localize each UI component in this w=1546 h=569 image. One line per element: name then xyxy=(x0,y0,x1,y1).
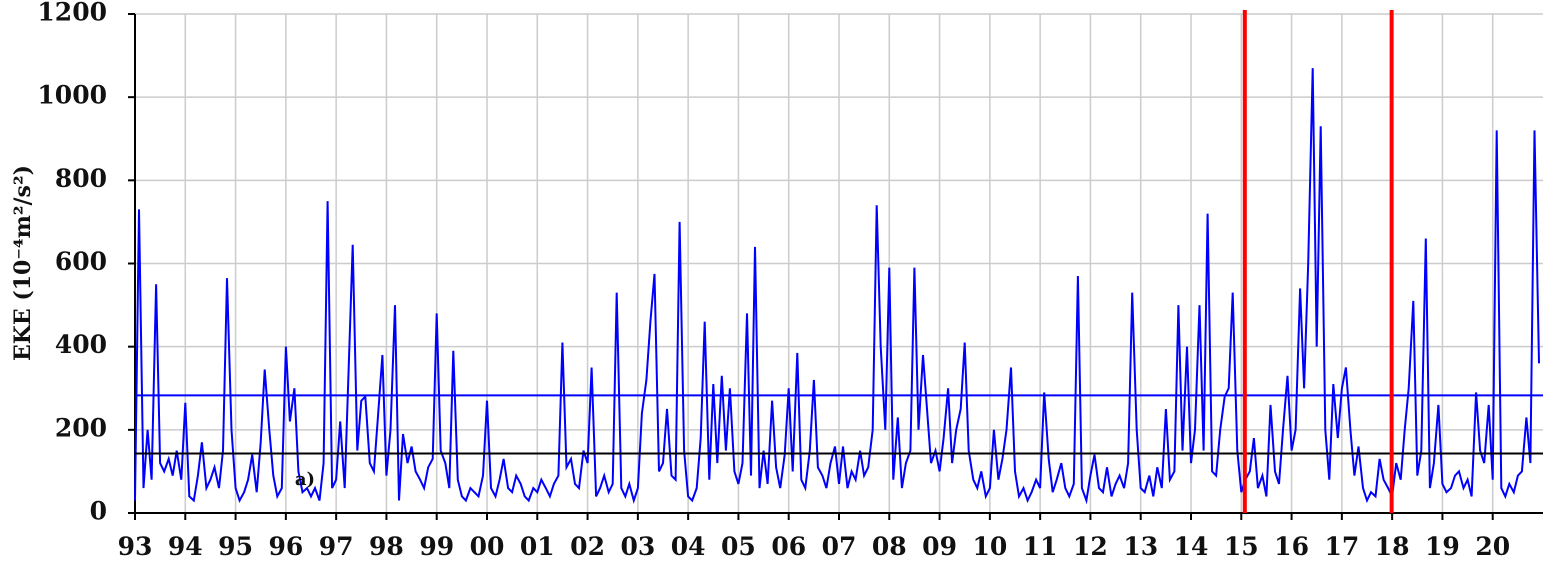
x-tick-label: 01 xyxy=(520,532,555,561)
x-tick-label: 15 xyxy=(1224,532,1259,561)
y-tick-label: 200 xyxy=(55,413,107,442)
x-tick-label: 99 xyxy=(419,532,454,561)
annotation: a) xyxy=(295,469,315,490)
y-tick-label: 800 xyxy=(55,164,107,193)
x-tick-label: 04 xyxy=(671,532,706,561)
x-tick-label: 11 xyxy=(1023,532,1058,561)
x-tick-label: 07 xyxy=(822,532,857,561)
data-line xyxy=(134,68,1540,505)
x-tick-label: 17 xyxy=(1324,532,1359,561)
y-tick-label: 1000 xyxy=(37,81,107,110)
x-tick-label: 08 xyxy=(872,532,907,561)
y-tick-label: 1200 xyxy=(37,0,107,27)
y-tick-label: 400 xyxy=(55,330,107,359)
x-tick-label: 96 xyxy=(268,532,303,561)
x-tick-label: 10 xyxy=(972,532,1007,561)
x-tick-label: 16 xyxy=(1274,532,1309,561)
x-tick-label: 13 xyxy=(1123,532,1158,561)
x-tick-label: 06 xyxy=(771,532,806,561)
x-tick-label: 03 xyxy=(620,532,655,561)
x-tick-label: 05 xyxy=(721,532,756,561)
x-tick-label: 19 xyxy=(1425,532,1460,561)
y-axis-label: EKE (10⁻⁴m²/s²) xyxy=(10,165,36,361)
x-tick-label: 93 xyxy=(118,532,153,561)
x-tick-label: 95 xyxy=(218,532,253,561)
x-tick-label: 97 xyxy=(319,532,354,561)
x-tick-label: 02 xyxy=(570,532,605,561)
y-tick-label: 0 xyxy=(90,497,107,526)
x-tick-label: 12 xyxy=(1073,532,1108,561)
x-tick-label: 94 xyxy=(168,532,203,561)
x-tick-label: 09 xyxy=(922,532,957,561)
x-tick-label: 14 xyxy=(1174,532,1209,561)
x-tick-label: 98 xyxy=(369,532,404,561)
x-tick-label: 00 xyxy=(470,532,505,561)
x-tick-label: 18 xyxy=(1375,532,1410,561)
y-tick-label: 600 xyxy=(55,247,107,276)
x-tick-label: 20 xyxy=(1475,532,1510,561)
